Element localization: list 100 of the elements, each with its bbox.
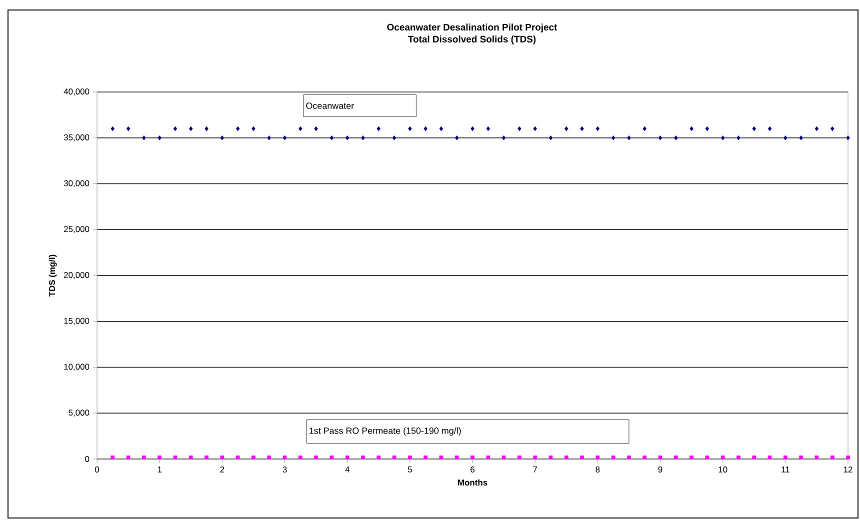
- x-tick-label: 8: [596, 466, 600, 472]
- chart-title: Oceanwater Desalination Pilot Project Total Dissolved Solids (TDS): [387, 24, 558, 44]
- point: [439, 126, 444, 132]
- point: [455, 135, 459, 140]
- point: [392, 135, 396, 140]
- point: [690, 126, 694, 132]
- point: [439, 456, 444, 460]
- point: [330, 135, 334, 140]
- point: [830, 126, 834, 132]
- point: [267, 135, 271, 140]
- y-tick-label: 15,000: [64, 318, 90, 325]
- x-tick-label: 12: [844, 466, 852, 472]
- point: [564, 456, 568, 460]
- point: [846, 135, 850, 140]
- point: [158, 135, 162, 140]
- x-tick-label: 7: [533, 466, 538, 472]
- point: [158, 456, 162, 460]
- point: [345, 135, 350, 140]
- point: [188, 456, 193, 460]
- point: [642, 126, 646, 132]
- point: [627, 135, 631, 140]
- point: [830, 456, 834, 460]
- point: [533, 126, 537, 132]
- point: [674, 135, 678, 140]
- point: [220, 456, 224, 460]
- point: [596, 456, 600, 460]
- point: [721, 135, 725, 140]
- y-tick-label: 35,000: [64, 134, 90, 142]
- point: [470, 126, 474, 132]
- x-tick-label: 1: [158, 466, 162, 472]
- point: [252, 456, 256, 460]
- point: [611, 456, 616, 460]
- point: [142, 135, 146, 140]
- point: [720, 456, 725, 460]
- point: [518, 126, 522, 132]
- point: [784, 456, 788, 460]
- x-axis-title: Months: [458, 479, 488, 486]
- y-tick-label: 5,000: [68, 410, 90, 417]
- point: [298, 126, 302, 132]
- point: [611, 135, 616, 140]
- point: [548, 135, 553, 140]
- point: [204, 126, 208, 132]
- point: [736, 456, 740, 460]
- point: [142, 456, 146, 460]
- text: 1st Pass RO Permeate (150-190 mg/l): [310, 427, 461, 436]
- point: [548, 456, 553, 460]
- point: [658, 456, 662, 460]
- x-tick-label: 4: [345, 466, 350, 472]
- y-tick-label: 20,000: [64, 272, 90, 279]
- point: [361, 135, 365, 140]
- point: [376, 126, 380, 132]
- y-axis-title: TDS (mg/l): [48, 254, 57, 297]
- point: [298, 456, 302, 460]
- point: [252, 126, 256, 132]
- point: [454, 456, 459, 460]
- point: [376, 456, 381, 460]
- point: [814, 126, 819, 132]
- point: [126, 126, 130, 132]
- point: [705, 126, 710, 132]
- x-tick-label: 10: [718, 466, 728, 472]
- point: [282, 456, 287, 460]
- point: [126, 456, 130, 460]
- point: [690, 456, 694, 460]
- point: [736, 135, 740, 140]
- point: [173, 126, 178, 132]
- x-tick-label: 9: [658, 466, 662, 472]
- point: [220, 135, 224, 140]
- point: [424, 456, 428, 460]
- point: [658, 135, 662, 140]
- point: [627, 456, 631, 460]
- point: [596, 126, 600, 132]
- point: [564, 126, 568, 132]
- point: [110, 456, 115, 460]
- point: [768, 126, 772, 132]
- point: [189, 126, 193, 132]
- point: [752, 456, 756, 460]
- y-tick-label: 25,000: [64, 226, 90, 234]
- point: [752, 126, 756, 132]
- point: [799, 456, 803, 460]
- point: [768, 456, 772, 460]
- point: [424, 126, 428, 132]
- point: [580, 456, 584, 460]
- point: [784, 135, 788, 140]
- point: [486, 456, 490, 460]
- point: [204, 456, 208, 460]
- y-tick-label: 10,000: [64, 364, 90, 371]
- point: [330, 456, 334, 460]
- point: [361, 456, 365, 460]
- point: [173, 456, 178, 460]
- y-tick-label: 30,000: [64, 180, 90, 188]
- point: [705, 456, 710, 460]
- point: [282, 135, 287, 140]
- point: [518, 456, 522, 460]
- point: [642, 456, 647, 460]
- point: [533, 456, 537, 460]
- x-tick-label: 5: [408, 466, 412, 472]
- point: [314, 126, 318, 132]
- x-tick-label: 3: [282, 466, 287, 472]
- point: [486, 126, 490, 132]
- point: [580, 126, 584, 132]
